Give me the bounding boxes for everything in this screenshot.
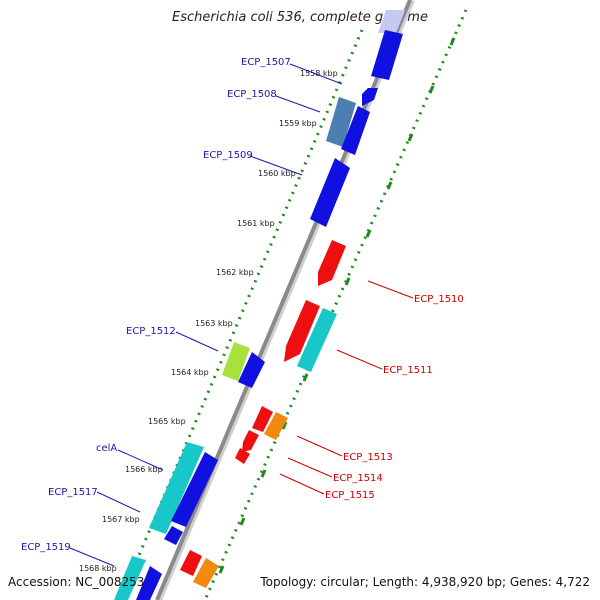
scale-label: 1564 kbp <box>171 368 209 377</box>
forward-strand-genes <box>114 10 405 600</box>
scale-label: 1566 kbp <box>125 465 163 474</box>
forward-gene-labels: ECP_1507 ECP_1508 ECP_1509 ECP_1512 celA… <box>21 57 291 553</box>
gene-arrow-ecp1515[interactable] <box>235 448 250 464</box>
gene-label-ecp1510[interactable]: ECP_1510 <box>414 294 464 305</box>
right-major-ticks <box>218 37 456 574</box>
right-leader-lines <box>279 280 414 495</box>
gene-label-ecp1511[interactable]: ECP_1511 <box>383 365 433 376</box>
scale-label: 1568 kbp <box>79 564 117 573</box>
right-tick-track <box>203 9 468 600</box>
gene-label-ecp1514[interactable]: ECP_1514 <box>333 473 383 484</box>
gene-block-cela[interactable] <box>149 442 204 534</box>
scale-label: 1558 kbp <box>300 69 338 78</box>
gene-arrow-ecp1513a[interactable] <box>252 406 273 432</box>
scale-label: 1567 kbp <box>102 515 140 524</box>
gene-label-ecp1517[interactable]: ECP_1517 <box>48 487 98 498</box>
scale-label: 1563 kbp <box>195 319 233 328</box>
gene-block-ecp1508[interactable] <box>326 97 356 147</box>
reverse-gene-labels: ECP_1510 ECP_1511 ECP_1513 ECP_1514 ECP_… <box>325 294 464 501</box>
gene-label-ecp1519[interactable]: ECP_1519 <box>21 542 71 553</box>
gene-arrow-ecp1507[interactable] <box>371 30 403 80</box>
gene-label-ecp1509[interactable]: ECP_1509 <box>203 150 253 161</box>
gene-block-ecp1513[interactable] <box>264 412 288 440</box>
gene-arrow-ecp1509[interactable] <box>310 158 350 227</box>
scale-label: 1565 kbp <box>148 417 186 426</box>
gene-label-ecp1513[interactable]: ECP_1513 <box>343 452 393 463</box>
gene-arrow-cela[interactable] <box>171 452 218 527</box>
left-leader-lines <box>69 63 343 567</box>
gene-block-ecp1512[interactable] <box>222 342 250 381</box>
scale-label: 1561 kbp <box>237 219 275 228</box>
gene-arrow-small-1[interactable] <box>362 88 378 106</box>
scale-label: 1562 kbp <box>216 268 254 277</box>
gene-label-ecp1508[interactable]: ECP_1508 <box>227 89 277 100</box>
gene-arrow-ecp1514[interactable] <box>242 430 259 452</box>
scale-label: 1559 kbp <box>279 119 317 128</box>
reverse-strand-genes <box>180 240 346 588</box>
scale-labels: 1558 kbp 1559 kbp 1560 kbp 1561 kbp 1562… <box>79 69 338 573</box>
gene-label-ecp1515[interactable]: ECP_1515 <box>325 490 375 501</box>
scale-label: 1560 kbp <box>258 169 296 178</box>
gene-block-ecp1519[interactable] <box>114 556 146 600</box>
gene-block-top-faded <box>378 10 405 33</box>
gene-arrow-lower-red[interactable] <box>180 550 202 576</box>
gene-arrow-ecp1517[interactable] <box>164 526 183 545</box>
gene-arrow-ecp1508b[interactable] <box>341 106 370 155</box>
gene-block-ecp1511[interactable] <box>297 308 337 372</box>
topology-text: Topology: circular; Length: 4,938,920 bp… <box>260 575 590 589</box>
gene-arrow-ecp1510[interactable] <box>318 240 346 286</box>
gene-arrow-ecp1511a[interactable] <box>284 300 320 362</box>
gene-label-ecp1512[interactable]: ECP_1512 <box>126 326 176 337</box>
gene-block-lower-orange[interactable] <box>193 558 219 588</box>
gene-arrow-ecp1519[interactable] <box>136 566 162 600</box>
gene-arrow-ecp1512b[interactable] <box>238 352 265 388</box>
map-title: Escherichia coli 536, complete genome <box>172 10 428 25</box>
accession-text: Accession: NC_008253 <box>8 575 145 589</box>
gene-label-ecp1507[interactable]: ECP_1507 <box>241 57 291 68</box>
gene-label-cela[interactable]: celA <box>96 443 117 454</box>
